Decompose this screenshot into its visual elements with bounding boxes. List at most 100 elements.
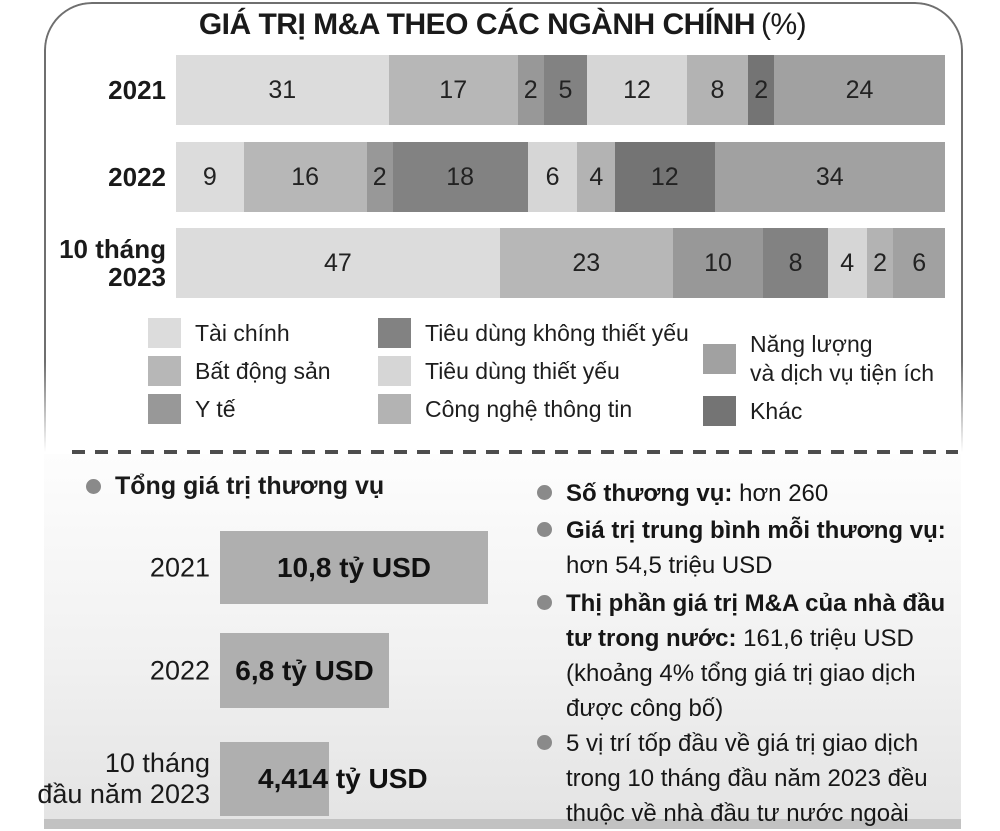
- legend-swatch: [703, 396, 736, 426]
- legend-item: Tiêu dùng không thiết yếu: [378, 318, 689, 348]
- legend-label: Công nghệ thông tin: [425, 395, 633, 422]
- bullet-icon: [537, 522, 552, 537]
- stat-item: Số thương vụ: hơn 260: [537, 476, 967, 511]
- stat-text: 5 vị trí tốp đầu về giá trị giao dịch tr…: [566, 726, 967, 831]
- segment-cong-nghe-thong-tin: 4: [577, 142, 616, 212]
- legend-swatch: [378, 394, 411, 424]
- segment-value: 6: [912, 248, 927, 277]
- bullet-icon: [537, 735, 552, 750]
- legend-item: Năng lượng và dịch vụ tiện ích: [703, 330, 934, 388]
- legend-item: Công nghệ thông tin: [378, 394, 689, 424]
- legend-item: Bất động sản: [148, 356, 331, 386]
- deal-year-label: 2022: [149, 655, 210, 685]
- deal-value-label: 10,8 tỷ USD: [276, 551, 432, 583]
- deal-year-label: 2021: [149, 552, 210, 582]
- legend-swatch: [148, 318, 181, 348]
- legend-label: Khác: [750, 397, 803, 424]
- deal-bar: 4,414 tỷ USD: [220, 742, 428, 816]
- legend-swatch: [148, 394, 181, 424]
- segment-value: 8: [710, 75, 725, 104]
- deal-value-label: 4,414 tỷ USD: [258, 763, 428, 794]
- bottom-strip: [44, 819, 961, 829]
- stat-text-bold: Giá trị trung bình mỗi thương vụ:: [566, 517, 946, 544]
- legend-item: Y tế: [148, 394, 331, 424]
- bullet-icon: [537, 595, 552, 610]
- legend-item: Tài chính: [148, 318, 331, 348]
- segment-value: 6: [545, 162, 560, 191]
- legend-item: Khác: [703, 396, 934, 426]
- chart-title-main: GIÁ TRỊ M&A THEO CÁC NGÀNH CHÍNH: [198, 8, 756, 41]
- segment-bat-dong-san: 17: [388, 55, 518, 125]
- segment-value: 31: [268, 75, 297, 104]
- stat-text-bold: Số thương vụ:: [566, 480, 733, 507]
- segment-value: 9: [202, 162, 217, 191]
- lower-panel-background: [44, 454, 961, 819]
- stat-item: Thị phần giá trị M&A của nhà đầu tư tron…: [537, 586, 967, 726]
- segment-y-te: 2: [366, 142, 393, 212]
- segment-tieu-dung-thiet-yeu: 12: [587, 55, 687, 125]
- segment-value: 12: [650, 162, 679, 191]
- segment-tieu-dung-khong-thiet-yeu: 18: [392, 142, 528, 212]
- stacked-bar-row: 2022 9 16 2 18 6 4 12 34: [0, 142, 946, 212]
- segment-value: 8: [788, 248, 803, 277]
- stat-text: Giá trị trung bình mỗi thương vụ: hơn 54…: [566, 513, 967, 583]
- legend-label: Năng lượng và dịch vụ tiện ích: [750, 331, 935, 386]
- stacked-bar-row: 2021 31 17 2 5 12 8 2 24: [0, 55, 945, 125]
- legend-swatch: [378, 356, 411, 386]
- bullet-icon: [86, 479, 101, 494]
- stacked-bar: 31 17 2 5 12 8 2 24: [176, 55, 945, 125]
- segment-tai-chinh: 9: [176, 142, 244, 212]
- deal-value-label: 6,8 tỷ USD: [235, 654, 374, 686]
- deal-row: 2022 6,8 tỷ USD: [0, 633, 1000, 708]
- dashed-divider: [72, 450, 958, 454]
- segment-value: 16: [291, 162, 320, 191]
- deal-row: 10 tháng đầu năm 2023 4,414 tỷ USD: [0, 742, 1000, 816]
- stat-item: 5 vị trí tốp đầu về giá trị giao dịch tr…: [537, 726, 967, 831]
- segment-nang-luong-va-dich-vu-tien-ich: 6: [893, 228, 946, 298]
- year-label: 2021: [108, 75, 166, 105]
- deal-totals-heading: Tổng giá trị thương vụ: [86, 472, 384, 501]
- stacked-bar: 9 16 2 18 6 4 12 34: [176, 142, 946, 212]
- legend-swatch: [148, 356, 181, 386]
- legend-swatch: [703, 344, 736, 374]
- segment-tieu-dung-khong-thiet-yeu: 5: [543, 55, 588, 125]
- legend-swatch: [378, 318, 411, 348]
- segment-tieu-dung-thiet-yeu: 4: [827, 228, 867, 298]
- legend-label: Tiêu dùng không thiết yếu: [425, 319, 689, 346]
- legend-column: Tiêu dùng không thiết yếu Tiêu dùng thiết…: [378, 318, 689, 424]
- stacked-bar-row: 10 tháng 2023 47 23 10 8 4 2 6: [0, 228, 946, 298]
- stacked-bar: 47 23 10 8 4 2 6: [176, 228, 946, 298]
- segment-value: 34: [815, 162, 844, 191]
- segment-bat-dong-san: 16: [243, 142, 367, 212]
- segment-khac: 12: [615, 142, 715, 212]
- bullet-icon: [537, 485, 552, 500]
- stat-item: Giá trị trung bình mỗi thương vụ: hơn 54…: [537, 513, 967, 583]
- legend-label: Tiêu dùng thiết yếu: [425, 357, 620, 384]
- segment-y-te: 2: [517, 55, 544, 125]
- segment-tieu-dung-thiet-yeu: 6: [527, 142, 578, 212]
- segment-value: 47: [324, 248, 352, 277]
- chart-title-unit: (%): [761, 8, 807, 41]
- deal-row: 2021 10,8 tỷ USD: [0, 531, 1000, 604]
- stat-text-normal: 5 vị trí tốp đầu về giá trị giao dịch tr…: [566, 730, 928, 827]
- chart-title: GIÁ TRỊ M&A THEO CÁC NGÀNH CHÍNH (%): [44, 8, 961, 42]
- deal-bar: 10,8 tỷ USD: [220, 531, 488, 604]
- segment-value: 2: [523, 75, 538, 104]
- legend-item: Tiêu dùng thiết yếu: [378, 356, 689, 386]
- segment-bat-dong-san: 23: [499, 228, 673, 298]
- stat-text: Thị phần giá trị M&A của nhà đầu tư tron…: [566, 586, 967, 726]
- segment-value: 18: [446, 162, 475, 191]
- legend-label: Bất động sản: [195, 357, 331, 384]
- stat-text-bold: Thị phần giá trị M&A của nhà đầu tư tron…: [566, 590, 946, 652]
- segment-tieu-dung-khong-thiet-yeu: 8: [763, 228, 828, 298]
- year-label: 10 tháng 2023: [59, 234, 166, 292]
- segment-value: 10: [704, 248, 732, 277]
- segment-cong-nghe-thong-tin: 2: [866, 228, 894, 298]
- legend-label: Y tế: [195, 395, 236, 422]
- segment-value: 17: [439, 75, 468, 104]
- segment-value: 23: [572, 248, 601, 277]
- legend-column: Tài chính Bất động sản Y tế: [148, 318, 331, 424]
- segment-value: 24: [845, 75, 874, 104]
- segment-value: 2: [873, 248, 888, 277]
- segment-value: 2: [372, 162, 387, 191]
